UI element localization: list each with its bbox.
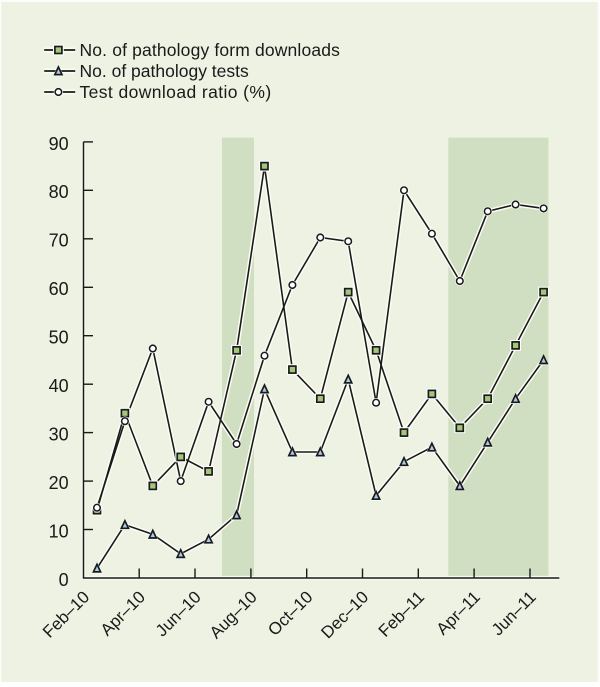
svg-text:60: 60	[49, 279, 69, 299]
svg-text:80: 80	[49, 182, 69, 202]
svg-text:Test download ratio (%): Test download ratio (%)	[80, 82, 272, 102]
svg-text:70: 70	[49, 231, 69, 251]
svg-text:10: 10	[49, 521, 69, 541]
svg-text:No. of pathology form download: No. of pathology form downloads	[80, 40, 341, 60]
svg-text:No. of pathology tests: No. of pathology tests	[80, 61, 250, 81]
svg-text:0: 0	[59, 570, 69, 590]
svg-text:90: 90	[49, 134, 69, 154]
svg-text:50: 50	[49, 328, 69, 348]
svg-text:40: 40	[49, 376, 69, 396]
svg-text:30: 30	[49, 425, 69, 445]
svg-text:20: 20	[49, 473, 69, 493]
